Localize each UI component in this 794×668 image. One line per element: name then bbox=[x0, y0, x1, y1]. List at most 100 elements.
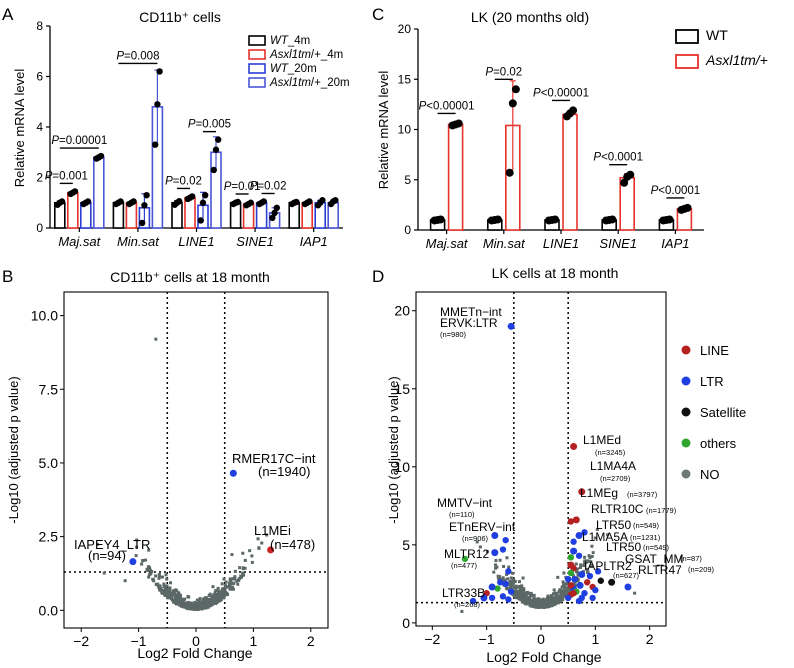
gray-point bbox=[560, 592, 564, 596]
colored-point bbox=[592, 586, 599, 594]
x-tick-label: −2 bbox=[73, 633, 89, 649]
data-point bbox=[454, 119, 463, 128]
gray-point bbox=[576, 577, 580, 581]
data-point bbox=[436, 215, 445, 224]
gray-point bbox=[187, 595, 191, 599]
gray-point bbox=[576, 571, 580, 575]
data-point bbox=[293, 198, 300, 206]
gray-point bbox=[520, 593, 524, 597]
p-value-label: P<0.0001 bbox=[651, 185, 701, 197]
p-value-label-italic: P bbox=[165, 175, 173, 187]
gray-point bbox=[218, 597, 222, 601]
gray-point bbox=[160, 575, 164, 579]
gray-point bbox=[546, 594, 550, 598]
highlight-point bbox=[572, 516, 580, 524]
highlight-point bbox=[578, 570, 586, 578]
category-label: Min.sat bbox=[483, 236, 526, 251]
gray-point bbox=[585, 567, 589, 571]
gray-point bbox=[205, 604, 209, 608]
gray-point bbox=[579, 566, 583, 570]
gray-point bbox=[154, 574, 158, 578]
panel-a: A CD11b⁺ cells Relative mRNA level 0 2 4 6 8… bbox=[2, 5, 350, 249]
gray-point bbox=[147, 573, 151, 577]
gray-point bbox=[558, 599, 562, 603]
gray-point bbox=[190, 607, 194, 611]
gray-point bbox=[550, 600, 554, 604]
colored-point bbox=[567, 582, 575, 589]
gray-point bbox=[214, 592, 218, 596]
highlight-count: (n=1779) bbox=[646, 506, 677, 515]
p-value-label: P=0.02 bbox=[165, 175, 202, 187]
colored-point bbox=[594, 568, 602, 575]
gray-point bbox=[220, 582, 224, 586]
gray-point bbox=[485, 550, 489, 554]
gray-point bbox=[562, 588, 566, 592]
highlight-count: (n=1231) bbox=[630, 533, 661, 542]
gray-point bbox=[210, 599, 214, 603]
panel-a-label: A bbox=[2, 5, 14, 24]
gray-point bbox=[552, 592, 556, 596]
gray-point bbox=[550, 594, 554, 598]
gray-point bbox=[509, 576, 513, 580]
gray-point bbox=[510, 582, 514, 586]
colored-point bbox=[589, 594, 596, 602]
colored-point bbox=[581, 590, 588, 597]
gray-point bbox=[134, 554, 138, 558]
data-point bbox=[143, 191, 150, 199]
gray-point bbox=[554, 601, 558, 605]
gray-point bbox=[228, 587, 232, 591]
p-value-label-rest: =0.02 bbox=[493, 66, 522, 78]
gray-point bbox=[539, 603, 543, 607]
legend-swatch bbox=[248, 35, 266, 46]
highlight-point bbox=[570, 547, 578, 555]
gray-point bbox=[231, 577, 235, 581]
gray-point bbox=[163, 587, 167, 591]
gray-point bbox=[563, 593, 567, 597]
highlight-count: (n=980) bbox=[440, 330, 467, 339]
gray-point bbox=[174, 588, 178, 592]
gray-point bbox=[582, 563, 586, 567]
gray-point bbox=[508, 586, 512, 590]
gray-point bbox=[145, 567, 149, 571]
data-point bbox=[210, 166, 217, 174]
gray-point bbox=[164, 591, 168, 595]
legend-label: Asxl1tm/+_4m bbox=[269, 49, 343, 61]
gray-point bbox=[589, 560, 593, 564]
legend-swatch bbox=[248, 49, 266, 60]
category-label: SINE1 bbox=[599, 236, 637, 251]
gray-point bbox=[460, 609, 464, 613]
gray-point bbox=[548, 604, 552, 608]
colored-point bbox=[575, 552, 583, 559]
gray-point bbox=[95, 542, 99, 546]
gray-point bbox=[169, 581, 173, 585]
legend-label: others bbox=[700, 436, 737, 451]
gray-point bbox=[231, 582, 235, 586]
p-value-label-rest: <0.0001 bbox=[601, 152, 643, 164]
gray-point bbox=[498, 558, 502, 562]
gray-point bbox=[260, 541, 264, 545]
gray-point bbox=[587, 559, 591, 563]
colored-point bbox=[583, 579, 591, 586]
panel-b: B CD11b⁺ cells at 18 month -Log10 (adjus… bbox=[2, 267, 329, 661]
data-point bbox=[626, 170, 635, 179]
gray-point bbox=[586, 570, 590, 574]
gray-point bbox=[227, 584, 231, 588]
legend-swatch bbox=[681, 407, 691, 417]
highlight-label: MMTV−int bbox=[437, 496, 493, 510]
data-point bbox=[197, 217, 204, 224]
y-tick-label: 0 bbox=[404, 223, 411, 237]
highlight-label: L1MA4A bbox=[590, 459, 636, 473]
gray-point bbox=[561, 580, 565, 584]
gray-point bbox=[559, 596, 563, 600]
p-value-label-rest: =0.02 bbox=[173, 175, 202, 187]
gray-point bbox=[526, 591, 530, 595]
gray-point bbox=[528, 598, 532, 602]
legend-label-italic: Asxl1tm bbox=[269, 49, 311, 61]
colored-point bbox=[507, 588, 515, 595]
gray-point bbox=[197, 599, 201, 603]
gray-point bbox=[222, 577, 226, 581]
p-value-label-rest: =0.02 bbox=[257, 180, 286, 192]
data-point bbox=[511, 85, 520, 94]
gray-point bbox=[475, 540, 479, 544]
p-value-label: P=0.00001 bbox=[51, 135, 107, 147]
